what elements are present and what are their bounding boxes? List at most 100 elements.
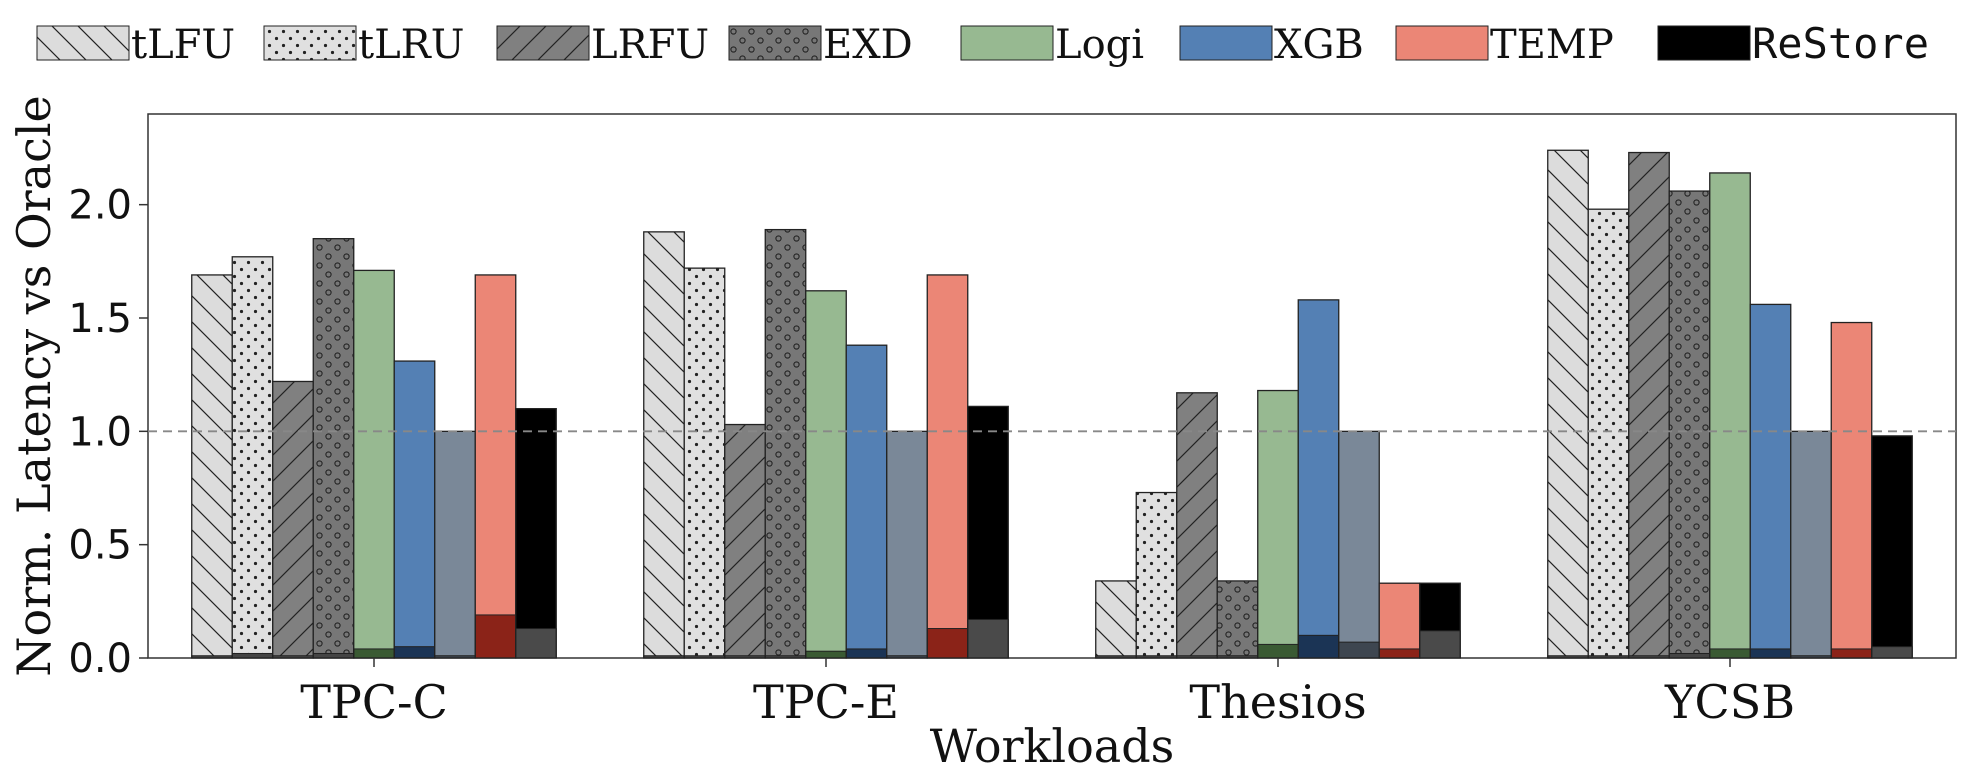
bar-thesios-baseline-outline — [1338, 430, 1380, 659]
bar-tpc-c-xgb-inner — [393, 646, 436, 659]
bar-tpc-e-lrfu-hatch — [724, 424, 766, 658]
x-axis: TPC-C TPC-E Thesios YCSB — [300, 658, 1795, 729]
bar-thesios-lrfu-outline — [1176, 392, 1218, 659]
bar-tpc-c-exd-hatch — [313, 238, 354, 658]
bar-thesios-tlru-hatch — [1136, 492, 1177, 658]
bar-tpc-e-baseline — [886, 431, 928, 658]
y-axis: 0.0 0.5 1.0 1.5 2.0 — [68, 183, 148, 682]
legend-logi-swatch-outline — [960, 25, 1054, 61]
bar-tpc-e-tlru-hatch — [684, 268, 725, 658]
legend-xgb-swatch-outline — [1179, 25, 1273, 61]
bar-tpc-c-tlru-inner — [231, 652, 274, 659]
x-tick-label-tpc-e: TPC-E — [753, 675, 899, 729]
bar-ycsb-exd-hatch — [1669, 191, 1710, 659]
legend-xgb-swatch — [1180, 26, 1272, 60]
bar-thesios-xgb-inner — [1297, 634, 1340, 659]
x-axis-label: Workloads — [930, 719, 1175, 773]
bar-ycsb-tlfu-hatch — [1547, 150, 1589, 658]
bar-ycsb-baseline — [1790, 431, 1832, 658]
bar-tpc-e-exd-hatch — [765, 229, 806, 658]
bars-group — [191, 149, 1913, 659]
bar-ycsb-temp-inner — [1830, 648, 1873, 659]
legend-tlru-swatch-outline — [263, 25, 357, 61]
y-tick-label: 1.5 — [68, 296, 132, 342]
bar-ycsb-temp — [1831, 322, 1872, 658]
bar-tpc-c-tlfu-hatch — [191, 274, 233, 658]
bar-ycsb-restore-inner — [1871, 646, 1913, 659]
bar-thesios-restore-outline — [1419, 582, 1461, 659]
bar-ycsb-tlru-hatch — [1588, 209, 1629, 658]
x-tick-label-ycsb: YCSB — [1664, 675, 1795, 729]
bar-tpc-e-restore — [967, 406, 1009, 658]
bar-thesios-xgb — [1298, 299, 1339, 658]
legend-restore-swatch-outline — [1657, 25, 1751, 61]
bar-tpc-e-restore-inner — [967, 618, 1009, 659]
plot-area — [147, 113, 1957, 659]
bar-ycsb-restore — [1871, 435, 1913, 658]
bar-thesios-logi — [1257, 390, 1299, 658]
bar-tpc-e-temp — [927, 274, 968, 658]
y-tick-label: 0.0 — [68, 636, 132, 682]
bar-thesios-logi-inner — [1257, 643, 1299, 659]
legend-tlfu-label: tLFU — [131, 22, 235, 68]
legend-lrfu-label: LRFU — [591, 22, 709, 68]
bar-ycsb-exd-inner — [1668, 652, 1711, 659]
legend-restore-label: ReStore — [1752, 19, 1929, 68]
bar-thesios-restore-inner — [1419, 630, 1461, 659]
bar-thesios-baseline-inner — [1338, 641, 1380, 659]
bar-tpc-c-baseline — [434, 431, 476, 658]
legend-exd-swatch-hatch — [729, 26, 821, 60]
bar-thesios-temp-inner — [1378, 648, 1421, 659]
legend-temp-swatch — [1396, 26, 1488, 60]
bar-ycsb-restore-outline — [1871, 435, 1913, 659]
legend: tLFU tLRU LRFU EXD Logi XGB TEMP ReStore — [36, 19, 1929, 68]
bar-tpc-c-restore-inner — [515, 628, 557, 659]
legend-lrfu-swatch-outline — [496, 25, 590, 61]
legend-tlru-swatch-hatch — [264, 26, 356, 60]
bar-tpc-e-logi-inner — [805, 650, 847, 659]
bar-thesios-baseline — [1338, 431, 1380, 658]
bar-tpc-e-temp-inner — [926, 628, 969, 659]
legend-tlfu-swatch-outline — [36, 25, 130, 61]
bar-ycsb-xgb-inner — [1749, 648, 1792, 659]
x-tick-label-thesios: Thesios — [1189, 675, 1366, 729]
bar-ycsb-logi — [1709, 172, 1751, 658]
legend-logi-swatch — [961, 26, 1053, 60]
bar-tpc-c-exd-inner — [312, 652, 355, 659]
bar-thesios-exd-hatch — [1217, 580, 1258, 658]
y-tick-label: 1.0 — [68, 409, 132, 455]
legend-temp-label: TEMP — [1490, 22, 1614, 68]
bar-thesios-tlfu-hatch — [1095, 580, 1137, 658]
bar-tpc-c-temp-inner — [474, 614, 517, 659]
legend-lrfu-swatch-hatch — [497, 26, 589, 60]
legend-logi-label: Logi — [1055, 22, 1144, 68]
legend-restore-swatch — [1658, 26, 1750, 60]
legend-temp-swatch-outline — [1395, 25, 1489, 61]
bar-tpc-c-restore — [515, 408, 557, 658]
x-tick-label-tpc-c: TPC-C — [300, 675, 448, 729]
y-tick-label: 2.0 — [68, 183, 132, 229]
bar-tpc-e-xgb-inner — [845, 648, 888, 659]
bar-tpc-e-restore-outline — [967, 405, 1009, 659]
bar-thesios-temp — [1379, 583, 1420, 658]
bar-ycsb-logi-inner — [1709, 648, 1751, 659]
bar-tpc-c-restore-outline — [515, 408, 557, 659]
y-axis-label: Norm. Latency vs Oracle — [7, 95, 61, 677]
bar-ycsb-xgb — [1750, 304, 1791, 658]
legend-tlru-label: tLRU — [358, 22, 464, 68]
bar-tpc-c-lrfu-hatch — [272, 381, 314, 658]
bar-tpc-c-logi-inner — [353, 648, 395, 659]
bar-tpc-e-logi — [805, 290, 847, 658]
bar-thesios-lrfu-hatch — [1176, 392, 1218, 658]
bar-ycsb-lrfu-hatch — [1628, 152, 1670, 659]
bar-tpc-c-xgb — [394, 361, 435, 658]
bar-tpc-c-logi — [353, 270, 395, 658]
y-tick-label: 0.5 — [68, 523, 132, 569]
bar-tpc-e-xgb — [846, 345, 887, 658]
bar-tpc-c-tlru-hatch — [232, 256, 273, 658]
legend-xgb-label: XGB — [1274, 22, 1364, 68]
legend-exd-label: EXD — [823, 22, 913, 68]
legend-exd-swatch-outline — [728, 25, 822, 61]
legend-tlfu-swatch-hatch — [37, 26, 129, 60]
